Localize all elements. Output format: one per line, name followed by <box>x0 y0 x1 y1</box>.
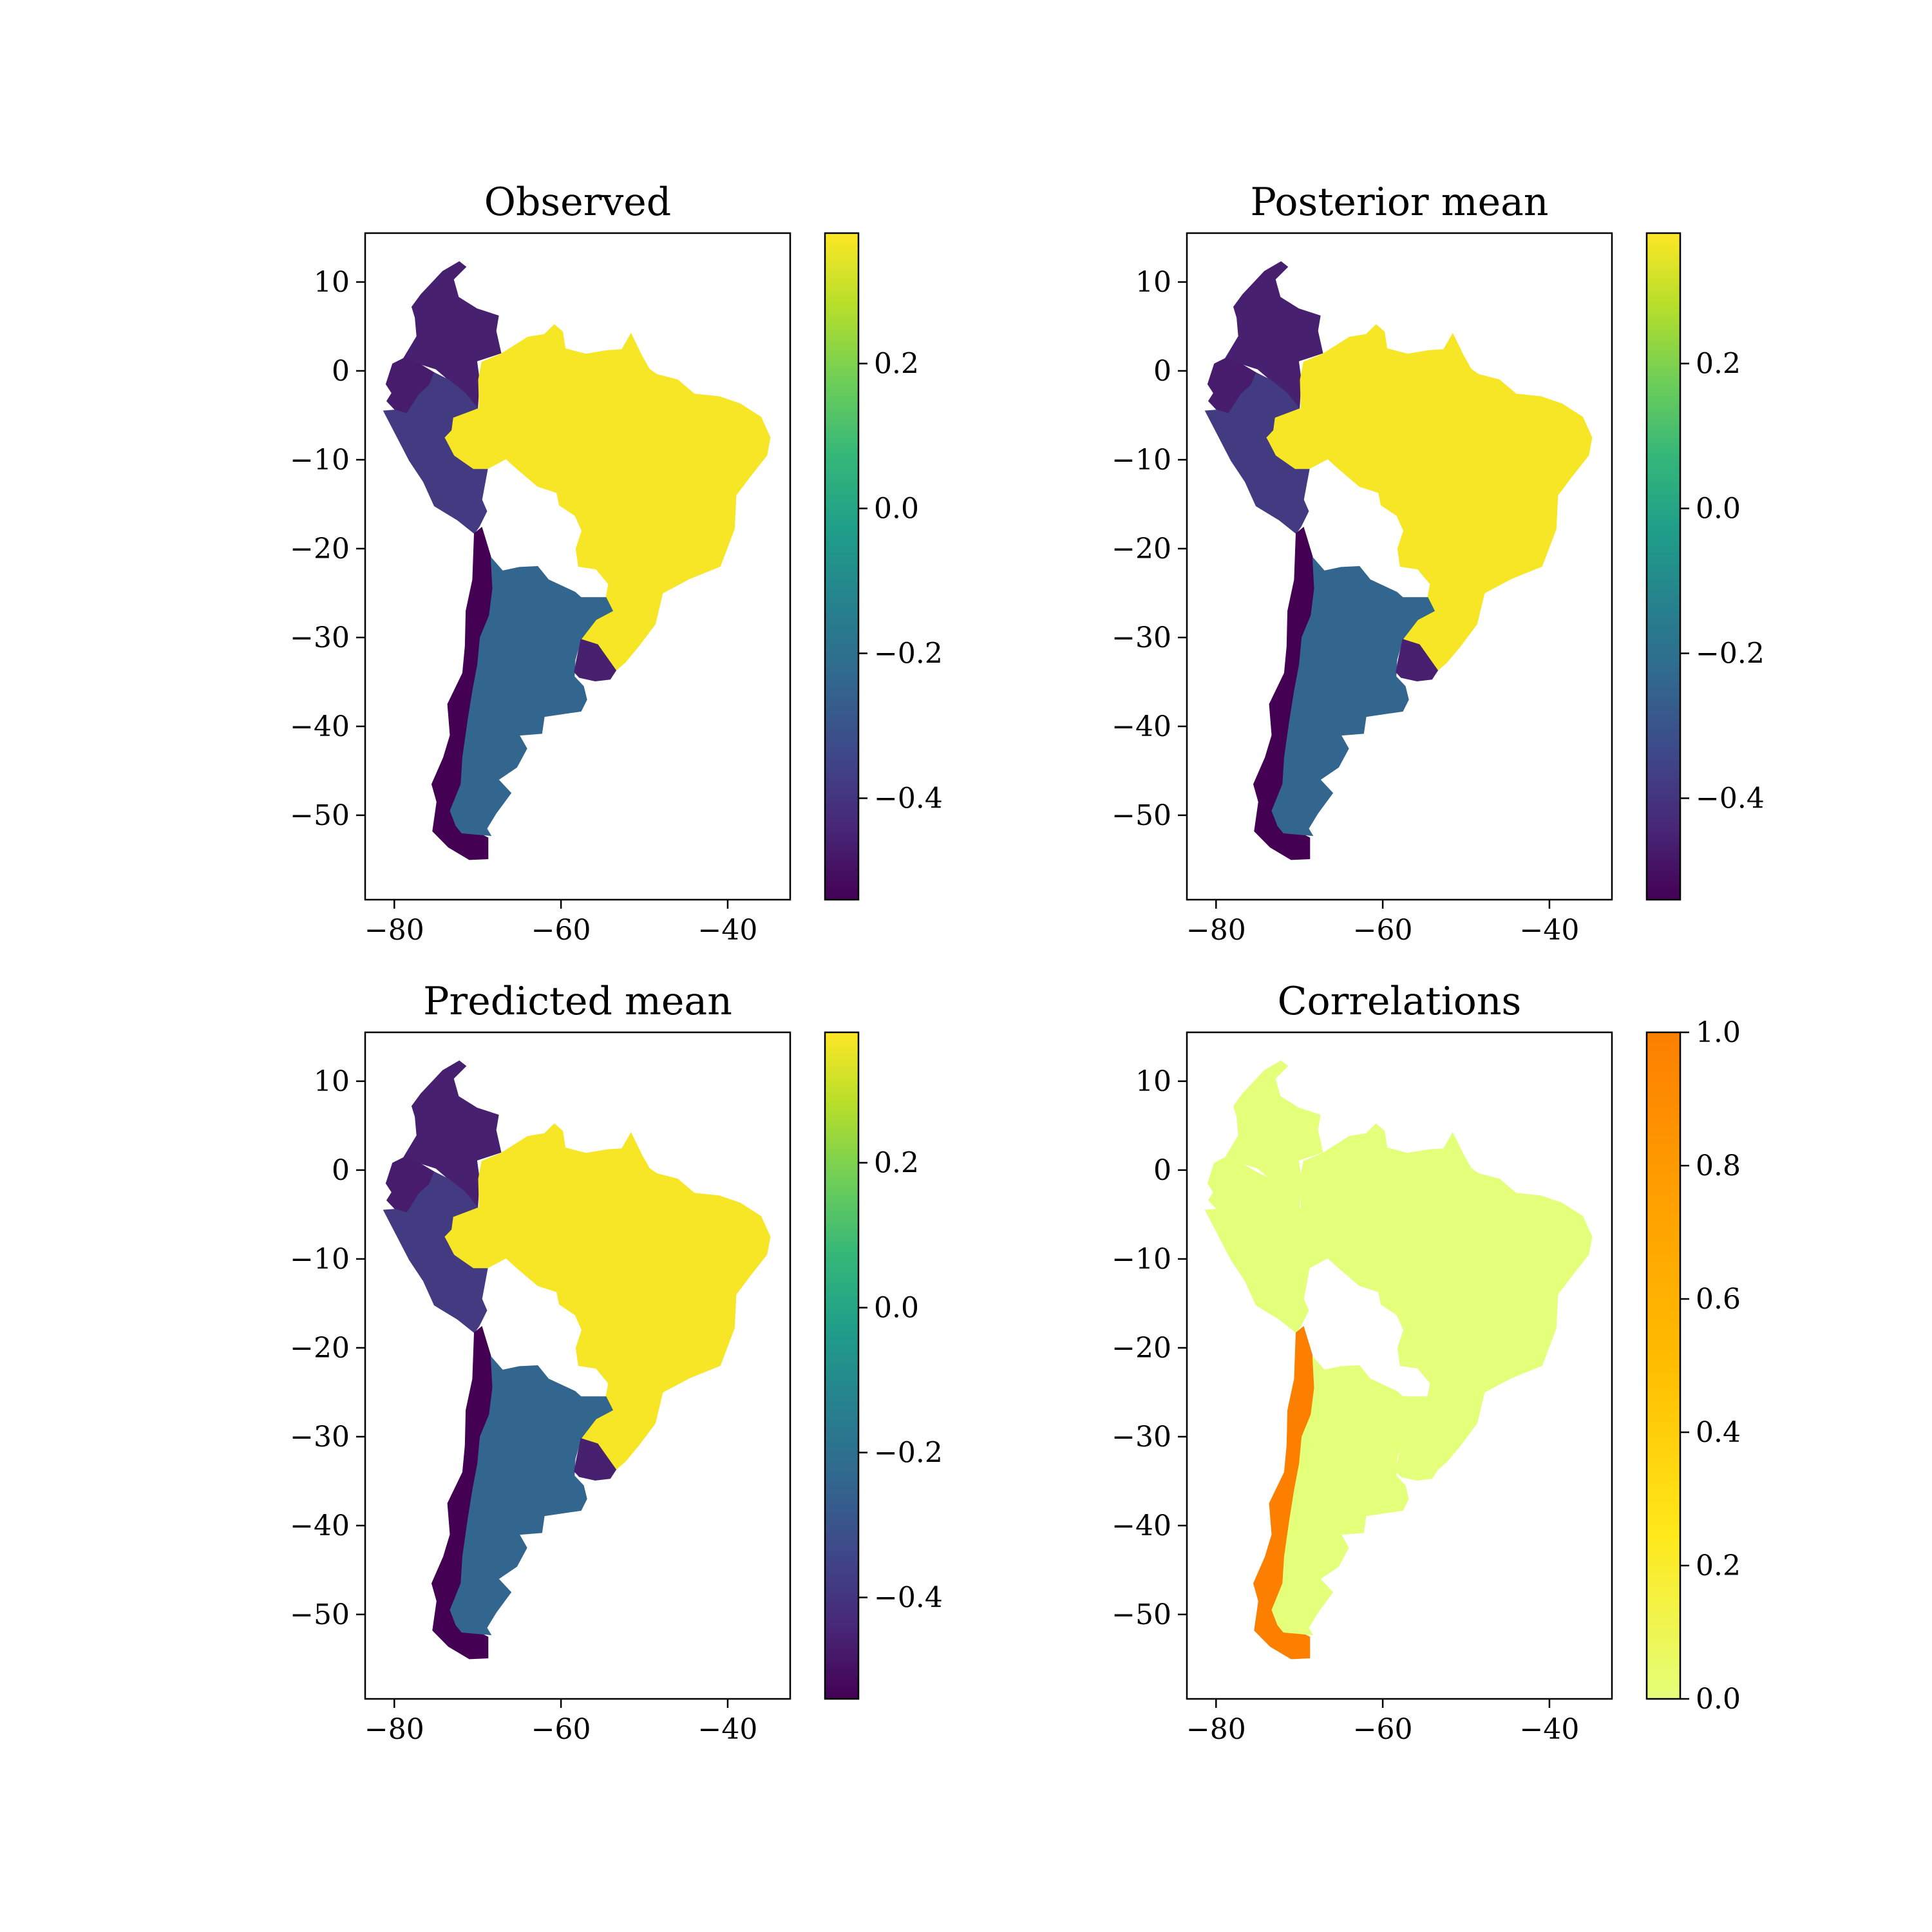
x-tick-label: −40 <box>698 1713 758 1746</box>
y-tick-label: 0 <box>1153 1154 1171 1187</box>
colorbar-frame <box>1645 1031 1681 1700</box>
colorbar-tick-label: 0.4 <box>1696 1416 1741 1449</box>
colorbar-gradient <box>825 1032 858 1699</box>
x-tick-label: −80 <box>365 1713 424 1746</box>
x-tick-label: −80 <box>1186 914 1246 947</box>
y-tick-label: 10 <box>314 1065 350 1098</box>
y-tick-label: 0 <box>1153 355 1171 388</box>
colorbar-tick-label: 0.2 <box>874 348 919 381</box>
colorbar-tick-label: −0.2 <box>1696 638 1765 670</box>
region-argentina <box>1271 556 1435 837</box>
panel-title: Correlations <box>1278 979 1522 1024</box>
region-argentina <box>450 1356 614 1636</box>
colorbar-frame <box>824 232 860 901</box>
axes-frame <box>1186 232 1613 901</box>
y-tick-label: −40 <box>1112 1510 1171 1542</box>
colorbar-tick-label: 0.0 <box>1696 1683 1741 1716</box>
region-border-line <box>488 1635 520 1661</box>
x-tick-label: −80 <box>1186 1713 1246 1746</box>
y-tick-label: 10 <box>1135 1065 1171 1098</box>
y-tick-label: −20 <box>1112 1332 1171 1365</box>
region-argentina <box>450 556 614 837</box>
colorbar-tick-label: −0.4 <box>1696 782 1765 815</box>
axes-frame <box>1186 1031 1613 1700</box>
y-tick-label: −50 <box>290 799 350 832</box>
colorbar-tick-label: 0.0 <box>874 493 919 526</box>
x-tick-label: −40 <box>1520 914 1580 947</box>
y-tick-label: −20 <box>290 1332 350 1365</box>
y-tick-label: 10 <box>1135 266 1171 299</box>
y-tick-label: −50 <box>290 1598 350 1631</box>
x-tick-label: −40 <box>1520 1713 1580 1746</box>
x-tick-label: −60 <box>1353 914 1413 947</box>
colorbar-tick-label: 1.0 <box>1696 1016 1741 1049</box>
y-tick-label: −30 <box>290 621 350 654</box>
y-tick-label: −30 <box>290 1421 350 1454</box>
axes-frame <box>364 232 791 901</box>
x-tick-label: −60 <box>1353 1713 1413 1746</box>
colorbar-tick-label: −0.4 <box>874 782 943 815</box>
colorbar-tick-label: 0.0 <box>1696 493 1741 526</box>
region-uruguay <box>1396 1438 1439 1481</box>
colorbar-tick-label: −0.2 <box>874 638 943 670</box>
y-tick-label: −30 <box>1112 621 1171 654</box>
colorbar-gradient <box>825 233 858 900</box>
colorbar: 0.2 0.0 −0.2 −0.4 <box>1645 232 1765 901</box>
region-brazil <box>444 324 771 671</box>
y-tick-label: −50 <box>1112 1598 1171 1631</box>
x-tick-label: −60 <box>531 1713 591 1746</box>
y-tick-label: −10 <box>1112 1243 1171 1276</box>
colorbar-tick-label: 0.6 <box>1696 1283 1741 1316</box>
map-panel-1: Observed−80 −60 −40100−10−20−30−40−500.20.… <box>290 180 943 947</box>
colorbar-gradient <box>1647 233 1680 900</box>
y-tick-label: 10 <box>314 266 350 299</box>
colorbar-tick-label: 0.2 <box>1696 1549 1741 1582</box>
y-tick-label: 0 <box>332 355 350 388</box>
x-tick-label: −80 <box>365 914 424 947</box>
panel-title: Predicted mean <box>423 979 732 1024</box>
colorbar-tick-label: 0.0 <box>874 1292 919 1325</box>
panel-title: Posterior mean <box>1250 180 1548 225</box>
region-brazil <box>1266 1123 1593 1470</box>
region-brazil <box>1266 324 1593 671</box>
y-tick-label: −10 <box>290 1243 350 1276</box>
region-border-line <box>488 836 520 862</box>
axes-frame <box>364 1031 791 1700</box>
x-tick-label: −60 <box>531 914 591 947</box>
y-tick-label: −30 <box>1112 1421 1171 1454</box>
region-brazil <box>444 1123 771 1470</box>
colorbar-tick-label: −0.4 <box>874 1582 943 1615</box>
colorbar: 0.2 0.0 −0.2 −0.4 <box>824 232 943 901</box>
y-tick-label: −20 <box>290 533 350 565</box>
colorbar-tick-label: 0.2 <box>1696 348 1741 381</box>
region-uruguay <box>1396 639 1439 682</box>
region-border-line <box>1310 836 1342 862</box>
colorbar-tick-label: −0.2 <box>874 1437 943 1470</box>
region-argentina <box>1271 1356 1435 1636</box>
y-tick-label: −10 <box>1112 444 1171 477</box>
region-uruguay <box>574 1438 617 1481</box>
y-tick-label: 0 <box>332 1154 350 1187</box>
y-tick-label: −50 <box>1112 799 1171 832</box>
y-tick-label: −10 <box>290 444 350 477</box>
map-panel-4: Correlations −80 −60 −40 10 0 −10 −20 −30 −40 −50 1… <box>1112 979 1741 1746</box>
y-tick-label: −40 <box>290 1510 350 1542</box>
colorbar-frame <box>824 1031 860 1700</box>
panel-title: Observed <box>484 180 671 225</box>
colorbar-gradient <box>1647 1032 1680 1699</box>
y-tick-label: −40 <box>290 710 350 743</box>
y-tick-label: −40 <box>1112 710 1171 743</box>
colorbar-tick-label: 0.2 <box>874 1147 919 1180</box>
x-tick-label: −40 <box>698 914 758 947</box>
region-uruguay <box>574 639 617 682</box>
colorbar: 1.0 0.8 0.6 0.4 0.2 0.0 <box>1645 1016 1741 1716</box>
colorbar-tick-label: 0.8 <box>1696 1150 1741 1182</box>
colorbar: 0.2 0.0 −0.2 −0.4 <box>824 1031 943 1700</box>
colorbar-frame <box>1645 232 1681 901</box>
map-panel-2: Posterior mean −80 −60 −40 10 0 −10 −20 −30 −40 −5… <box>1112 180 1765 947</box>
map-panel-3: Predicted mean −80 −60 −40 10 0 −10 −20 −30 −40 −5… <box>290 979 943 1746</box>
region-border-line <box>1310 1635 1342 1661</box>
y-tick-label: −20 <box>1112 533 1171 565</box>
